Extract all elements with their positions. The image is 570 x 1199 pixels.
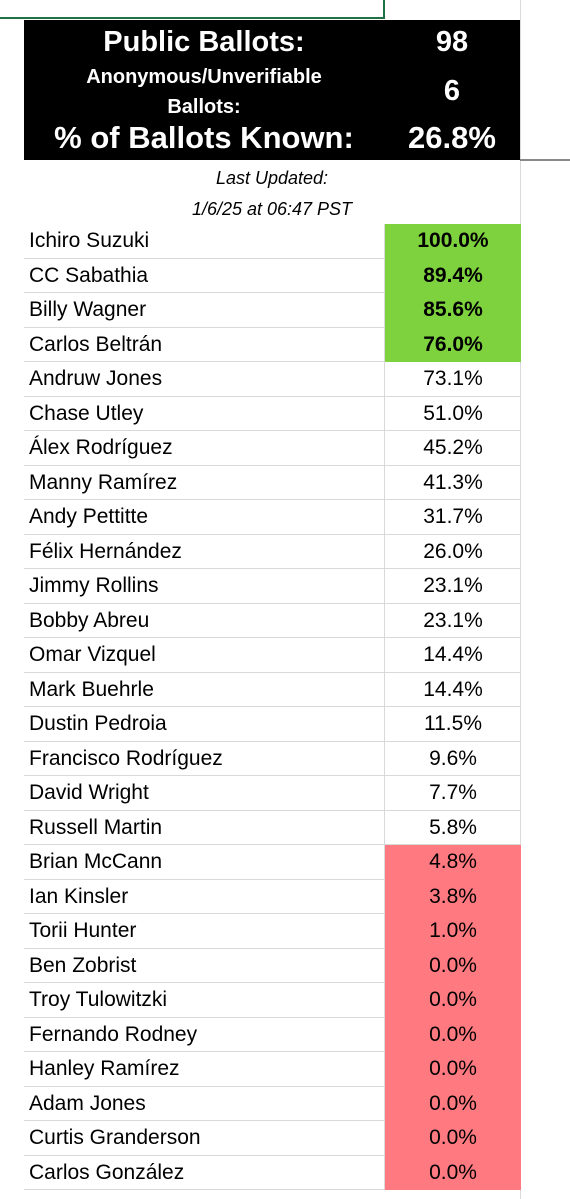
- vote-percent: 14.4%: [384, 638, 521, 673]
- vote-percent: 89.4%: [384, 258, 521, 293]
- player-name: Brian McCann: [29, 850, 163, 873]
- player-name: Carlos González: [29, 1160, 185, 1184]
- table-row: Dustin Pedroia 11.5%: [24, 707, 520, 742]
- player-name: Manny Ramírez: [29, 470, 178, 494]
- vote-percent: 4.8%: [384, 845, 521, 880]
- player-name: CC Sabathia: [29, 263, 149, 287]
- vote-percent: 45.2%: [384, 431, 521, 466]
- table-row: Bobby Abreu 23.1%: [24, 603, 521, 638]
- header-label: % of Ballots Known:: [54, 120, 354, 155]
- vote-percent: 3.8%: [384, 879, 521, 914]
- table-row: Mark Buehrle 14.4%: [24, 672, 521, 707]
- player-name: Ian Kinsler: [29, 884, 129, 908]
- player-name: Jimmy Rollins: [29, 574, 159, 597]
- vote-percent: 0.0%: [384, 1086, 521, 1121]
- cell-border: [0, 0, 385, 19]
- player-name: Troy Tulowitzki: [29, 988, 168, 1011]
- table-row: Torii Hunter 1.0%: [24, 914, 521, 949]
- table-row: Billy Wagner 85.6%: [24, 293, 521, 328]
- table-row: Manny Ramírez 41.3%: [24, 465, 521, 500]
- vote-percent: 85.6%: [384, 293, 521, 328]
- player-name: Fernando Rodney: [29, 1022, 198, 1046]
- table-row: Fernando Rodney 0.0%: [24, 1017, 521, 1052]
- player-name: Ben Zobrist: [29, 953, 137, 977]
- table-row: Ichiro Suzuki 100.0%: [24, 224, 521, 259]
- table-row: Troy Tulowitzki 0.0%: [24, 983, 521, 1018]
- vote-percent: 1.0%: [384, 914, 521, 949]
- table-row: David Wright 7.7%: [24, 776, 520, 811]
- header-block: [24, 20, 520, 160]
- table-row: Chase Utley 51.0%: [24, 396, 521, 431]
- vote-percent: 41.3%: [384, 465, 521, 500]
- player-name: Torii Hunter: [29, 919, 137, 942]
- player-name: Álex Rodríguez: [29, 436, 173, 459]
- table-row: Curtis Granderson 0.0%: [24, 1121, 521, 1156]
- vote-percent: 0.0%: [384, 1017, 521, 1052]
- player-name: Omar Vizquel: [29, 643, 156, 666]
- vote-percent: 11.5%: [384, 707, 521, 742]
- vote-percent: 0.0%: [384, 1052, 521, 1087]
- vote-percent: 51.0%: [384, 396, 521, 431]
- vote-percent: 7.7%: [384, 776, 521, 811]
- player-name: Mark Buehrle: [29, 677, 154, 701]
- player-name: Félix Hernández: [29, 539, 182, 563]
- vote-percent: 0.0%: [384, 1155, 521, 1190]
- vote-percent: 9.6%: [384, 741, 521, 776]
- grid-line: [520, 0, 521, 1199]
- header-value: 6: [443, 75, 461, 107]
- player-name: Andy Pettitte: [29, 505, 149, 528]
- player-name: Russell Martin: [29, 815, 163, 839]
- updated-text: 1/6/25 at 06:47 PST: [191, 199, 353, 219]
- table-row: Russell Martin 5.8%: [24, 810, 521, 845]
- table-row: Jimmy Rollins 23.1%: [24, 569, 520, 604]
- header-label: Public Ballots:: [103, 26, 305, 58]
- header-value: 98: [435, 26, 469, 58]
- player-name: Bobby Abreu: [29, 608, 150, 632]
- table-row: Carlos Beltrán 76.0%: [24, 327, 521, 362]
- vote-percent: 76.0%: [384, 327, 521, 362]
- table-row: Hanley Ramírez 0.0%: [24, 1052, 521, 1087]
- vote-percent: 0.0%: [384, 983, 521, 1018]
- player-name: Curtis Granderson: [29, 1126, 201, 1149]
- table-row: Carlos González 0.0%: [24, 1155, 521, 1190]
- vote-percent: 14.4%: [384, 672, 521, 707]
- table-row: Omar Vizquel 14.4%: [24, 638, 520, 673]
- player-name: Ichiro Suzuki: [29, 229, 150, 252]
- player-name: Carlos Beltrán: [29, 332, 163, 356]
- table-row: Brian McCann 4.8%: [24, 845, 521, 880]
- player-name: David Wright: [29, 781, 149, 804]
- vote-percent: 5.8%: [384, 810, 521, 845]
- table-row: Ben Zobrist 0.0%: [24, 948, 521, 983]
- table-row: Francisco Rodríguez 9.6%: [24, 741, 521, 776]
- player-name: Adam Jones: [29, 1091, 146, 1115]
- table-row: Adam Jones 0.0%: [24, 1086, 521, 1121]
- player-name: Andruw Jones: [29, 367, 163, 390]
- vote-percent: 23.1%: [384, 603, 521, 638]
- vote-percent: 100.0%: [384, 224, 521, 259]
- vote-percent: 23.1%: [384, 569, 521, 604]
- grid-line: [520, 159, 570, 161]
- updated-text: Last Updated:: [215, 168, 329, 188]
- table-row: Andruw Jones 73.1%: [24, 362, 520, 397]
- player-name: Hanley Ramírez: [29, 1057, 180, 1080]
- table-row: Félix Hernández 26.0%: [24, 534, 521, 569]
- player-name: Chase Utley: [29, 401, 144, 425]
- table-row: CC Sabathia 89.4%: [24, 258, 521, 293]
- player-name: Dustin Pedroia: [29, 712, 167, 735]
- table-row: Ian Kinsler 3.8%: [24, 879, 521, 914]
- table-row: Álex Rodríguez 45.2%: [24, 431, 520, 466]
- vote-percent: 31.7%: [384, 500, 521, 535]
- player-name: Francisco Rodríguez: [29, 746, 223, 770]
- vote-percent: 73.1%: [384, 362, 521, 397]
- vote-percent: 0.0%: [384, 948, 521, 983]
- player-name: Billy Wagner: [29, 298, 147, 321]
- table-row: Andy Pettitte 31.7%: [24, 500, 520, 535]
- header-value: 26.8%: [408, 120, 496, 155]
- header-label: Anonymous/Unverifiable Ballots:: [86, 66, 322, 116]
- vote-percent: 26.0%: [384, 534, 521, 569]
- vote-percent: 0.0%: [384, 1121, 521, 1156]
